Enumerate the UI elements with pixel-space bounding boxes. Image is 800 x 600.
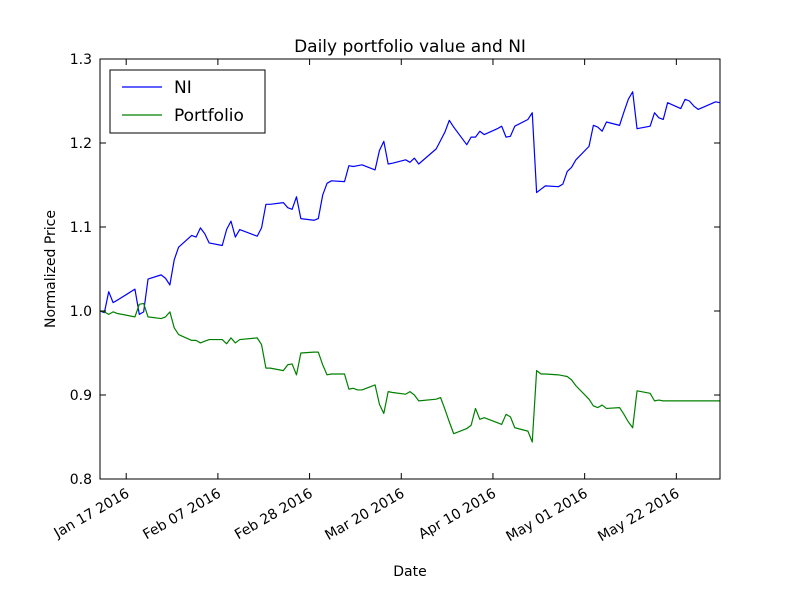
legend: NI Portfolio bbox=[109, 69, 266, 134]
y-tick-label: 0.8 bbox=[70, 472, 92, 488]
y-tick-label: 1.3 bbox=[70, 52, 92, 68]
legend-label-ni: NI bbox=[174, 78, 192, 98]
legend-label-portfolio: Portfolio bbox=[174, 106, 244, 126]
chart-title: Daily portfolio value and NI bbox=[294, 37, 526, 57]
series-line-ni bbox=[99, 91, 721, 315]
plot-frame bbox=[99, 58, 721, 480]
legend-box bbox=[109, 69, 266, 134]
series-layer bbox=[99, 91, 721, 443]
y-tick-label: 1.2 bbox=[70, 136, 92, 152]
series-line-portfolio bbox=[99, 302, 720, 443]
y-tick-label: 1.0 bbox=[70, 304, 92, 320]
y-axis: 0.8 0.9 1.0 1.1 1.2 1.3 bbox=[70, 52, 720, 488]
x-axis-label: Date bbox=[393, 564, 426, 580]
y-tick-label: 1.1 bbox=[70, 220, 92, 236]
y-tick-label: 0.9 bbox=[70, 388, 92, 404]
y-axis-label: Normalized Price bbox=[43, 210, 59, 328]
